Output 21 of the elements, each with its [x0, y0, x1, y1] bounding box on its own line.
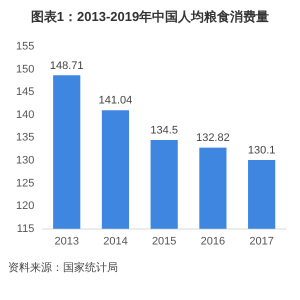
y-tick-label: 120 [16, 200, 34, 212]
x-tick-label: 2017 [249, 235, 274, 248]
x-tick-label: 2015 [152, 235, 176, 248]
chart-title: 图表1：2013-2019年中国人均粮食消费量 [30, 8, 270, 26]
x-tick-label: 2016 [200, 235, 226, 248]
y-tick-label: 150 [16, 63, 34, 76]
x-tick-label: 2014 [103, 235, 128, 248]
y-tick-label: 155 [16, 40, 34, 53]
data-label: 148.71 [50, 60, 84, 72]
y-tick-label: 135 [16, 132, 34, 144]
data-label: 130.1 [248, 144, 276, 157]
text: 资料来源：国家统计局 [8, 260, 119, 275]
data-label: 134.5 [150, 124, 178, 137]
y-tick-label: 140 [16, 108, 34, 121]
y-tick-label: 125 [16, 177, 34, 190]
y-tick-label: 145 [16, 86, 34, 98]
x-tick-label: 2013 [54, 235, 79, 248]
data-label: 141.04 [98, 94, 132, 107]
y-tick-label: 130 [16, 154, 34, 167]
y-tick-label: 115 [16, 222, 34, 235]
data-label: 132.82 [196, 132, 230, 144]
